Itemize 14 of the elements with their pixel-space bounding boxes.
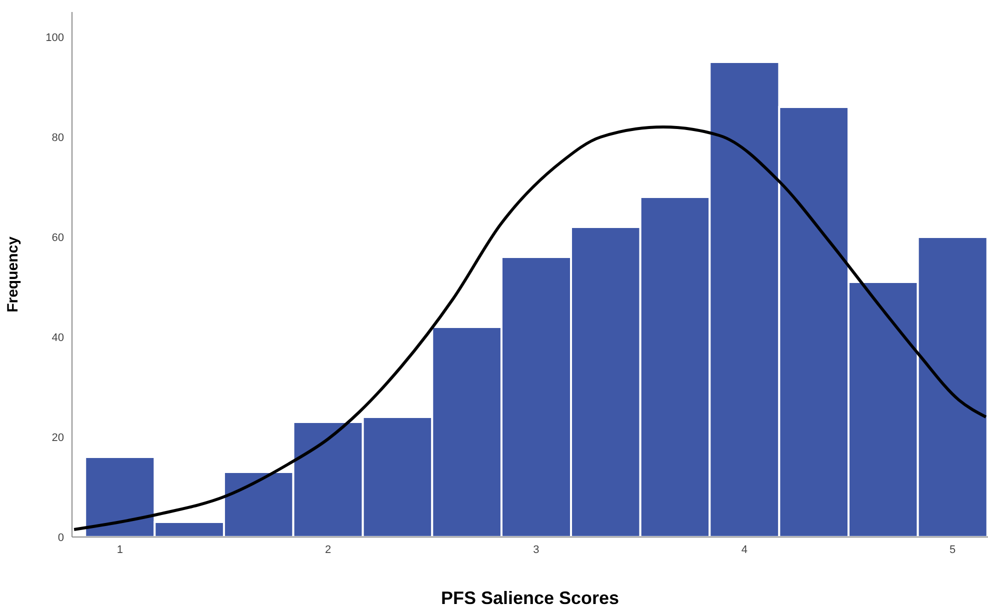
- y-tick-label: 80: [52, 132, 64, 144]
- x-tick-label: 1: [116, 544, 123, 556]
- x-tick-label: 2: [325, 544, 332, 556]
- x-tick-label: 3: [533, 544, 540, 556]
- y-axis-title: Frequency: [4, 236, 22, 312]
- x-tick-label: 4: [741, 544, 748, 556]
- y-tick-label: 0: [58, 532, 64, 544]
- line-series: [72, 126, 988, 531]
- x-tick-label: 5: [950, 544, 956, 556]
- y-tick-label: 20: [52, 432, 64, 444]
- y-tick-label: 60: [52, 232, 64, 244]
- y-tick-label: 100: [46, 32, 64, 44]
- x-axis-title: PFS Salience Scores: [440, 588, 620, 606]
- y-tick-label: 40: [52, 332, 64, 344]
